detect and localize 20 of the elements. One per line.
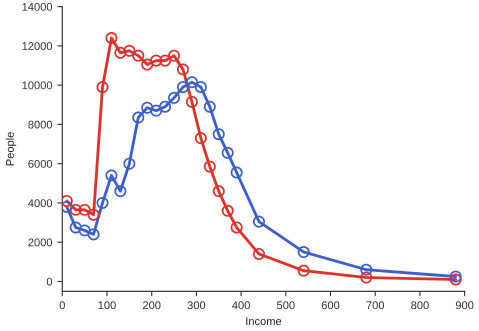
y-tick-label: 4000 bbox=[28, 199, 52, 208]
x-axis-title: Income bbox=[246, 317, 282, 326]
y-tick-label: 12000 bbox=[22, 42, 52, 50]
x-tick-label: 900 bbox=[456, 301, 474, 310]
x-tick-label: 700 bbox=[366, 301, 384, 310]
y-tick-label: 10000 bbox=[22, 81, 52, 90]
y-tick-label: 2000 bbox=[28, 238, 52, 246]
x-tick-label: 100 bbox=[98, 301, 116, 310]
x-tick-label: 200 bbox=[142, 301, 161, 310]
y-tick-label: 14000 bbox=[22, 2, 52, 11]
x-tick-label: 500 bbox=[276, 301, 295, 310]
y-tick-label: 6000 bbox=[28, 160, 52, 168]
y-tick-label: 0 bbox=[46, 278, 52, 286]
y-axis-title: People bbox=[6, 132, 16, 166]
x-tick-label: 0 bbox=[60, 301, 65, 310]
y-tick-label: 8000 bbox=[28, 120, 52, 129]
x-tick-label: 300 bbox=[188, 301, 206, 310]
x-tick-label: 600 bbox=[322, 301, 340, 310]
x-tick-label: 800 bbox=[411, 301, 429, 310]
x-tick-label: 400 bbox=[232, 301, 250, 310]
